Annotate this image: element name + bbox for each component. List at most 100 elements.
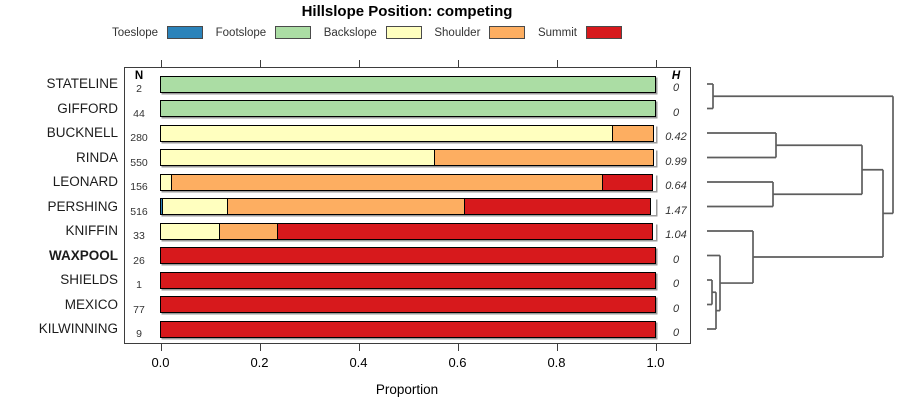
legend-swatch-shoulder bbox=[489, 26, 526, 39]
n-value: 33 bbox=[133, 230, 145, 242]
legend-label: Footslope bbox=[215, 26, 267, 39]
h-value: 0 bbox=[672, 327, 680, 339]
axis-tick-top bbox=[160, 59, 162, 67]
n-value: 156 bbox=[130, 181, 148, 193]
bar-segment-shoulder bbox=[611, 124, 655, 142]
row-label-stateline: STATELINE bbox=[46, 76, 118, 91]
stacked-bar bbox=[160, 75, 656, 93]
axis-tick-label: 0.0 bbox=[151, 355, 170, 370]
h-value: 0 bbox=[672, 82, 680, 94]
axis-tick-bottom bbox=[457, 344, 459, 351]
bar-segment-backslope bbox=[160, 149, 436, 166]
axis-tick-bottom bbox=[556, 344, 558, 351]
h-value: 0 bbox=[672, 302, 680, 315]
bar-segment-footslope bbox=[160, 75, 656, 93]
axis-tick-label: 0.2 bbox=[250, 355, 269, 370]
bar-segment-summit bbox=[601, 173, 653, 191]
axis-tick-bottom bbox=[655, 344, 657, 351]
x-axis-title: Proportion bbox=[375, 382, 439, 397]
bar-segment-shoulder bbox=[171, 173, 604, 191]
h-value: 0 bbox=[672, 106, 680, 119]
row-label-shields: SHIELDS bbox=[60, 272, 118, 287]
legend: Toeslope Footslope Backslope Shoulder Su… bbox=[112, 26, 622, 39]
legend-item-toeslope: Toeslope bbox=[112, 26, 204, 39]
legend-label: Shoulder bbox=[434, 26, 481, 39]
legend-swatch-backslope bbox=[385, 26, 422, 39]
bar-segment-shoulder bbox=[226, 198, 466, 215]
bar-segment-summit bbox=[160, 320, 656, 338]
axis-tick-bottom bbox=[259, 344, 261, 351]
row-label-bucknell: BUCKNELL bbox=[46, 125, 118, 140]
axis-tick-top bbox=[556, 59, 558, 67]
row-label-gifford: GIFFORD bbox=[57, 100, 118, 116]
axis-tick-top bbox=[259, 59, 261, 67]
n-value: 1 bbox=[136, 279, 142, 291]
h-value: 0.99 bbox=[665, 155, 687, 168]
stacked-bar bbox=[160, 173, 656, 191]
n-value: 77 bbox=[133, 303, 145, 316]
legend-swatch-toeslope bbox=[167, 26, 204, 39]
legend-label: Toeslope bbox=[112, 26, 159, 39]
bar-segment-summit bbox=[160, 296, 656, 313]
row-label-pershing: PERSHING bbox=[47, 198, 118, 214]
bar-segment-backslope bbox=[160, 222, 221, 240]
row-label-kilwinning: KILWINNING bbox=[38, 321, 118, 336]
legend-label: Backslope bbox=[323, 26, 377, 39]
row-label-leonard: LEONARD bbox=[52, 174, 118, 189]
axis-tick-bottom bbox=[160, 344, 162, 351]
h-value: 1.47 bbox=[665, 204, 687, 217]
stacked-bar bbox=[160, 320, 656, 338]
h-value: 0 bbox=[672, 278, 680, 290]
plot-panel bbox=[123, 66, 691, 344]
n-value: 26 bbox=[133, 254, 145, 267]
n-value: 516 bbox=[130, 205, 148, 218]
axis-tick-top bbox=[358, 59, 360, 67]
h-value: 1.04 bbox=[665, 229, 687, 241]
n-value: 550 bbox=[130, 156, 148, 169]
h-value: 0.64 bbox=[665, 180, 687, 192]
stacked-bar bbox=[160, 124, 656, 142]
axis-tick-top bbox=[655, 59, 657, 67]
stacked-bar bbox=[160, 247, 656, 264]
axis-tick-label: 1.0 bbox=[646, 355, 665, 370]
axis-tick-label: 0.6 bbox=[448, 355, 467, 370]
stacked-bar bbox=[160, 222, 656, 240]
n-column-header: N bbox=[134, 70, 144, 82]
stacked-bar bbox=[160, 198, 656, 215]
legend-label: Summit bbox=[537, 26, 577, 39]
bar-segment-summit bbox=[463, 198, 652, 215]
axis-tick-label: 0.4 bbox=[349, 355, 368, 370]
row-label-kniffin: KNIFFIN bbox=[65, 223, 119, 238]
legend-swatch-summit bbox=[585, 26, 622, 39]
legend-swatch-footslope bbox=[275, 26, 312, 39]
stacked-bar bbox=[160, 296, 656, 313]
n-value: 280 bbox=[130, 132, 148, 144]
n-value: 9 bbox=[136, 328, 142, 340]
bar-segment-shoulder bbox=[218, 222, 279, 240]
legend-item-backslope: Backslope bbox=[324, 26, 422, 39]
legend-item-footslope: Footslope bbox=[216, 26, 312, 39]
bar-segment-summit bbox=[160, 271, 656, 289]
row-label-rinda: RINDA bbox=[75, 149, 118, 165]
h-value: 0.42 bbox=[665, 131, 687, 143]
h-column-header: H bbox=[671, 70, 681, 82]
axis-tick-top bbox=[457, 59, 459, 67]
n-value: 44 bbox=[133, 107, 145, 120]
axis-tick-label: 0.8 bbox=[547, 355, 566, 370]
stacked-bar bbox=[160, 100, 656, 117]
row-label-mexico: MEXICO bbox=[64, 296, 118, 312]
bar-segment-backslope bbox=[160, 124, 614, 142]
legend-item-summit: Summit bbox=[538, 26, 622, 39]
bar-segment-backslope bbox=[162, 198, 229, 215]
chart-title: Hillslope Position: competing bbox=[301, 3, 513, 20]
bar-segment-summit bbox=[160, 247, 656, 264]
bar-segment-shoulder bbox=[433, 149, 655, 166]
n-value: 2 bbox=[136, 83, 142, 95]
legend-item-shoulder: Shoulder bbox=[434, 26, 526, 39]
h-value: 0 bbox=[672, 253, 680, 266]
bar-segment-summit bbox=[277, 222, 653, 240]
stacked-bar bbox=[160, 149, 656, 166]
bar-segment-footslope bbox=[160, 100, 656, 117]
stacked-bar bbox=[160, 271, 656, 289]
